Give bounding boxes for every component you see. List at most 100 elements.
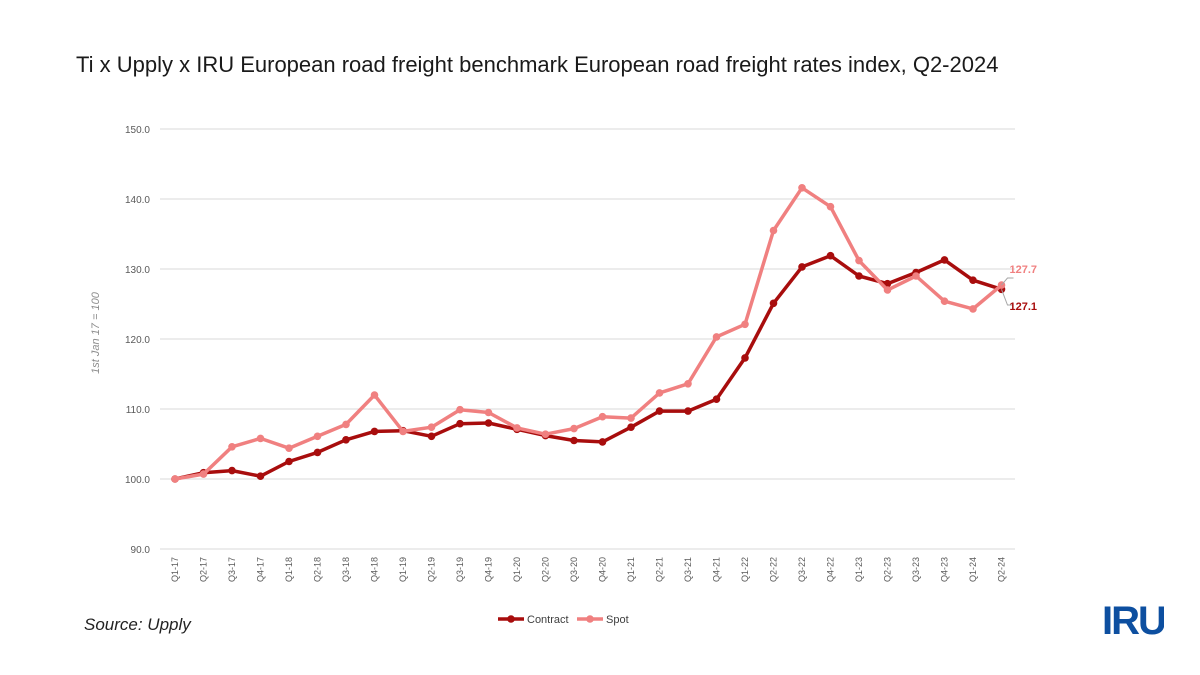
legend-label-spot: Spot — [606, 614, 629, 626]
x-tick-label: Q4-19 — [484, 557, 494, 582]
data-point-contract — [712, 395, 721, 404]
data-point-contract — [969, 276, 977, 285]
data-point-spot — [627, 414, 635, 422]
data-point-contract — [684, 407, 692, 415]
data-point-spot — [484, 408, 493, 417]
data-point-contract — [370, 427, 379, 436]
series-contract — [171, 251, 1006, 483]
data-point-contract — [655, 407, 664, 415]
x-tick-label: Q2-22 — [769, 557, 779, 582]
legend: Contract Spot — [498, 614, 629, 626]
y-tick-label: 140.0 — [125, 195, 150, 206]
data-point-contract — [285, 457, 293, 466]
x-tick-label: Q2-23 — [883, 557, 893, 582]
chart-title: Ti x Upply x IRU European road freight b… — [76, 52, 999, 77]
series-line-spot — [174, 186, 1003, 481]
data-label-leader — [1001, 277, 1014, 286]
series-spot — [171, 184, 1006, 483]
data-point-spot — [513, 424, 521, 432]
data-point-spot — [228, 443, 236, 451]
iru-logo: IRU — [1102, 599, 1164, 638]
data-point-contract — [484, 419, 493, 427]
x-tick-label: Q4-22 — [826, 557, 836, 582]
legend-swatch-marker — [586, 615, 594, 623]
x-tick-label: Q4-17 — [256, 557, 266, 582]
x-tick-label: Q3-17 — [227, 557, 237, 582]
data-point-contract — [741, 354, 749, 362]
y-tick-label: 150.0 — [125, 125, 150, 136]
x-tick-label: Q4-20 — [598, 557, 608, 582]
data-point-spot — [285, 444, 293, 453]
grid-lines — [160, 128, 1015, 550]
data-point-contract — [940, 256, 949, 264]
y-tick-label: 110.0 — [126, 405, 151, 416]
data-point-spot — [541, 430, 550, 439]
x-tick-label: Q1-20 — [512, 557, 522, 582]
x-tick-label: Q2-17 — [199, 557, 209, 582]
x-tick-label: Q3-19 — [455, 557, 465, 582]
data-point-spot — [826, 202, 835, 211]
data-label-spot: 127.7 — [1010, 264, 1038, 276]
data-point-spot — [370, 391, 379, 399]
x-tick-label: Q2-18 — [313, 557, 323, 582]
data-point-spot — [256, 434, 265, 443]
x-tick-label: Q4-18 — [370, 557, 380, 582]
data-point-contract — [228, 466, 236, 475]
data-point-spot — [912, 272, 920, 280]
x-tick-label: Q3-22 — [797, 557, 807, 582]
data-point-contract — [769, 299, 778, 308]
x-tick-label: Q2-24 — [997, 557, 1007, 582]
data-point-spot — [313, 432, 322, 441]
data-point-spot — [741, 320, 749, 329]
x-tick-label: Q2-19 — [427, 557, 437, 582]
x-axis-ticks: Q1-17 Q2-17 Q3-17 Q4-17 Q1-18 Q2-18 Q3-18 Q4-18… — [170, 557, 1007, 582]
data-point-spot — [598, 412, 607, 421]
data-point-contract — [427, 432, 436, 441]
data-point-spot — [684, 380, 692, 388]
x-tick-label: Q1-22 — [740, 557, 750, 582]
x-tick-label: Q1-23 — [854, 557, 864, 582]
svg-text:IRU: IRU — [1102, 599, 1164, 638]
data-point-spot — [171, 475, 179, 483]
data-point-spot — [456, 405, 464, 414]
data-point-spot — [883, 286, 892, 294]
legend-swatch-marker — [507, 615, 515, 623]
data-point-contract — [456, 419, 464, 428]
data-point-spot — [655, 389, 664, 397]
data-label-contract: 127.1 — [1010, 301, 1038, 313]
data-point-contract — [570, 436, 578, 445]
data-point-contract — [627, 423, 635, 432]
data-point-spot — [769, 226, 778, 235]
x-tick-label: Q4-21 — [712, 557, 722, 582]
x-tick-label: Q3-23 — [911, 557, 921, 582]
data-point-contract — [826, 251, 835, 260]
x-tick-label: Q4-23 — [940, 557, 950, 582]
source-note: Source: Upply — [84, 615, 191, 634]
data-point-spot — [855, 256, 863, 265]
series-group — [171, 184, 1006, 483]
data-point-spot — [969, 305, 977, 313]
data-point-spot — [798, 184, 806, 192]
data-point-contract — [598, 438, 607, 446]
data-point-contract — [798, 263, 806, 271]
x-tick-label: Q3-20 — [569, 557, 579, 582]
x-tick-label: Q1-21 — [626, 557, 636, 582]
x-tick-label: Q1-18 — [284, 557, 294, 582]
y-tick-label: 130.0 — [125, 265, 150, 276]
x-tick-label: Q3-18 — [341, 557, 351, 582]
x-tick-label: Q1-17 — [170, 557, 180, 582]
data-point-spot — [399, 427, 407, 436]
data-point-spot — [712, 333, 721, 341]
x-tick-label: Q2-20 — [541, 557, 551, 582]
y-axis-ticks: 90.0 100.0 110.0 120.0 130.0 140.0 150.0 — [125, 125, 150, 556]
x-tick-label: Q1-19 — [398, 557, 408, 582]
y-tick-label: 100.0 — [125, 475, 150, 486]
data-point-spot — [342, 420, 350, 429]
legend-label-contract: Contract — [527, 614, 569, 626]
data-point-contract — [342, 436, 350, 444]
data-point-spot — [940, 297, 949, 306]
y-tick-label: 90.0 — [131, 545, 151, 556]
data-label-leader — [1001, 289, 1014, 306]
data-point-contract — [313, 448, 322, 457]
